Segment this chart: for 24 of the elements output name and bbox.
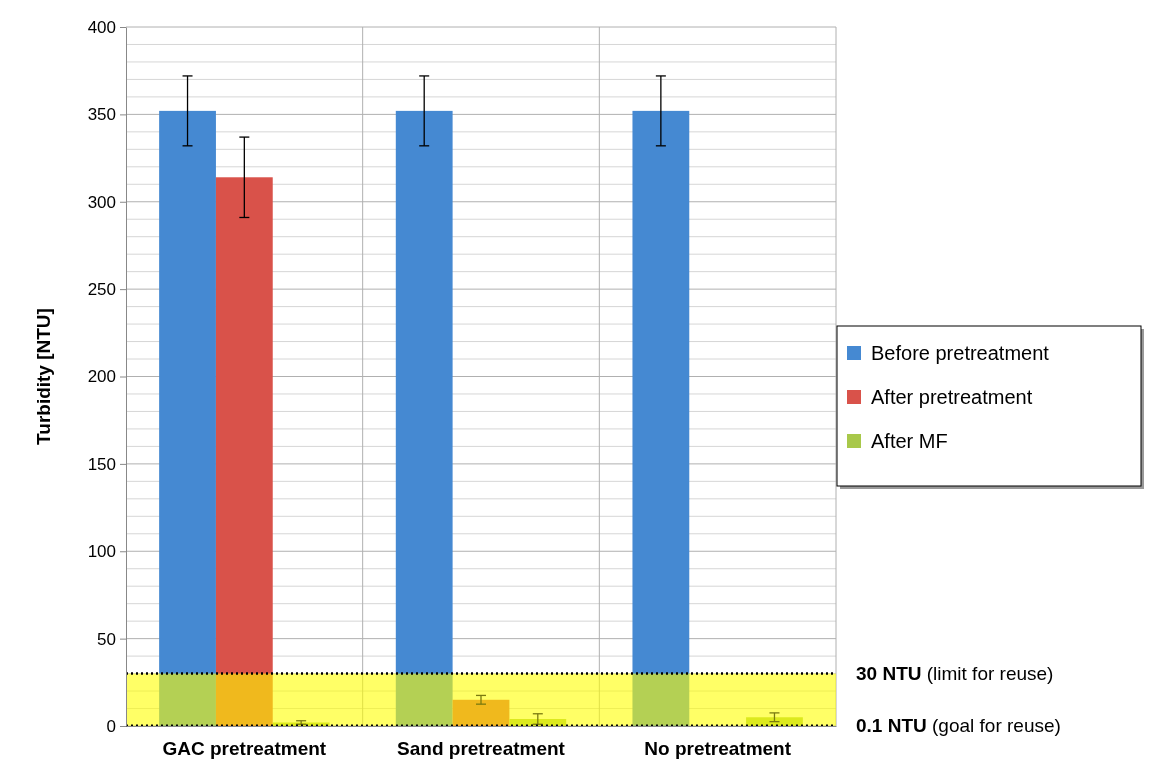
bar	[746, 717, 803, 726]
bar	[632, 110, 690, 726]
bar	[395, 110, 453, 726]
y-axis-title: Turbidity [NTU]	[33, 308, 54, 445]
y-tick-label: 400	[87, 17, 116, 37]
legend-label: After MF	[871, 430, 948, 452]
y-tick-label: 50	[97, 629, 116, 649]
y-tick-label: 0	[106, 716, 116, 736]
y-tick-label: 300	[87, 192, 116, 212]
ref-line-label: 30 NTU (limit for reuse)	[856, 663, 1054, 685]
x-tick-label: Sand pretreatment	[397, 738, 566, 760]
y-tick-label: 200	[87, 367, 116, 387]
ref-line-label: 0.1 NTU (goal for reuse)	[856, 715, 1061, 737]
legend-label: Before pretreatment	[871, 342, 1050, 364]
y-tick-label: 350	[87, 105, 116, 125]
y-tick-label: 250	[87, 280, 116, 300]
bar	[215, 177, 273, 726]
x-tick-label: GAC pretreatment	[162, 738, 327, 760]
x-tick-label: No pretreatment	[644, 738, 792, 760]
legend-label: After pretreatment	[871, 386, 1033, 408]
y-tick-label: 100	[87, 542, 116, 562]
y-tick-label: 150	[87, 454, 116, 474]
bar	[452, 699, 510, 726]
bar	[159, 110, 216, 726]
